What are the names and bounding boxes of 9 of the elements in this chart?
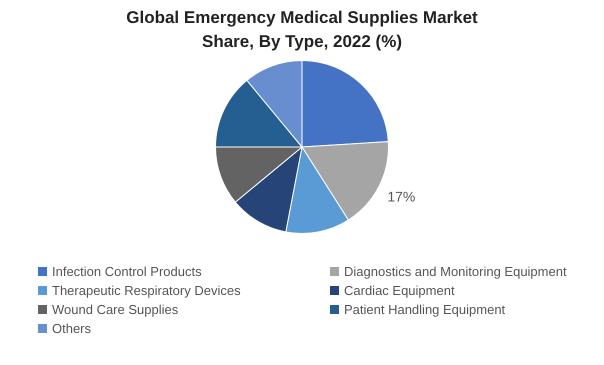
legend-label: Cardiac Equipment — [344, 282, 455, 298]
legend-label: Others — [52, 320, 92, 336]
legend-label: Therapeutic Respiratory Devices — [52, 282, 241, 298]
legend-label: Wound Care Supplies — [52, 302, 178, 316]
chart-title: Global Emergency Medical Supplies Market Share, By Type, 2022 (%) — [125, 7, 479, 53]
data-label: 17% — [387, 188, 416, 204]
legend-label: Diagnostics and Monitoring Equipment — [344, 264, 567, 278]
legend-label: Infection Control Products — [52, 264, 202, 278]
legend-label: Patient Handling Equipment — [344, 302, 506, 316]
